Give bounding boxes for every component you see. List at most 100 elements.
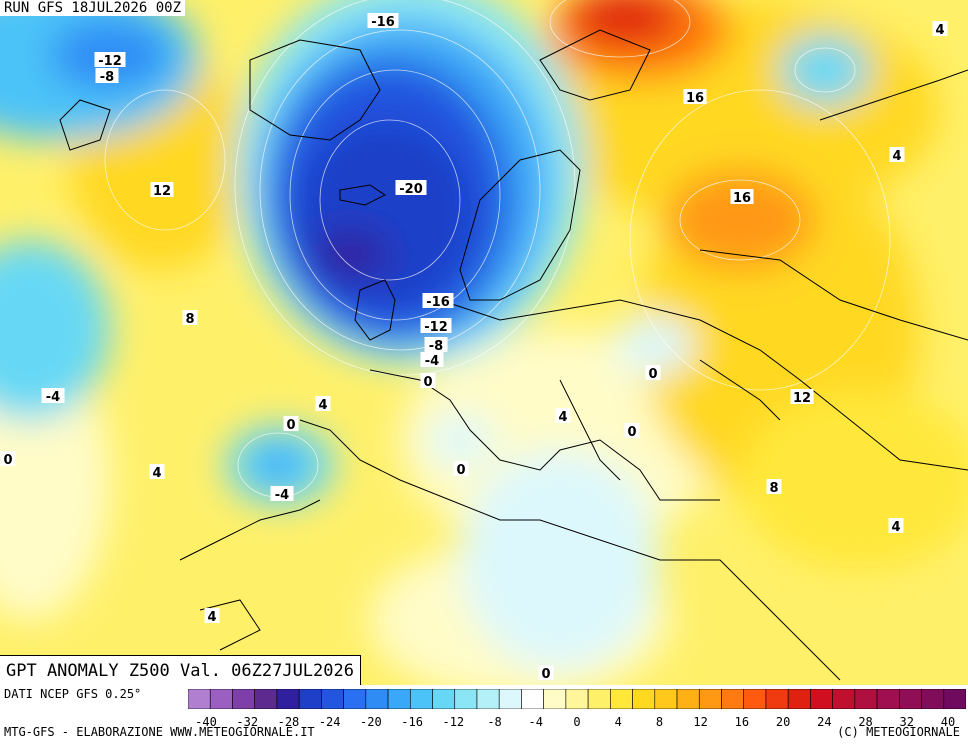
legend-swatch <box>343 688 367 710</box>
contour-label-bg <box>395 180 427 195</box>
contour-label-bg <box>150 182 174 197</box>
contour-label: -8 <box>100 70 114 85</box>
legend-swatch <box>276 688 300 710</box>
legend-tick-label: 16 <box>734 715 750 729</box>
legend-swatch <box>209 688 233 710</box>
legend-tick-label: -4 <box>528 715 543 729</box>
legend-swatch <box>854 688 878 710</box>
contour-label-bg <box>889 147 905 162</box>
contour-label-bg <box>95 68 119 83</box>
contour-label-bg <box>182 310 198 325</box>
legend-tick-label: -24 <box>318 715 341 729</box>
legend-tick-label: -28 <box>277 715 300 729</box>
legend-tick-label: 28 <box>858 715 873 729</box>
map-canvas <box>0 0 968 685</box>
legend-tick-label: 4 <box>614 715 622 729</box>
legend-swatch <box>432 688 456 710</box>
contour-label: 4 <box>318 398 327 413</box>
legend-swatch <box>454 688 478 710</box>
legend-swatch <box>187 688 211 710</box>
legend-ticks: -40 -32 -28 -24 -20 -16 -12 -8 -4 0 4 8 12 16 20 24 28 32… <box>188 713 966 729</box>
contour-label-bg <box>422 293 454 308</box>
contour-label-bg <box>888 518 904 533</box>
legend-tick-label: 32 <box>899 715 914 729</box>
contour-label: 4 <box>558 410 567 425</box>
contour-label: -4 <box>275 488 289 503</box>
legend-tick-label: -12 <box>442 715 465 729</box>
legend-swatch <box>632 688 656 710</box>
contour-label: 8 <box>185 312 194 327</box>
contour-label: 12 <box>793 391 811 406</box>
legend-swatch <box>610 688 633 710</box>
contour-label-bg <box>149 464 165 479</box>
contour-label: 4 <box>891 520 900 535</box>
legend-tick-label: -8 <box>487 715 502 729</box>
legend-swatch <box>943 688 967 710</box>
legend-swatch <box>521 688 544 710</box>
contour-label-bg <box>424 337 448 352</box>
legend-swatch <box>543 688 567 710</box>
legend-swatch <box>409 688 433 710</box>
contour-label: -16 <box>371 15 395 30</box>
contour-label: 0 <box>423 375 432 390</box>
legend-swatch <box>899 688 922 710</box>
contour-label: 4 <box>207 610 216 625</box>
contour-label: 4 <box>935 23 944 38</box>
anomaly-map: -16 -12 -8 12 -20 8 -16 -12 -8 -4 0 -4 4 0 0 4 -4 0 4 0 0 12 8… <box>0 0 968 685</box>
legend-swatch <box>498 688 522 710</box>
legend-swatch <box>232 688 255 710</box>
legend-tick-label: 20 <box>775 715 791 729</box>
contour-label: -20 <box>399 182 423 197</box>
contour-label: 12 <box>153 184 171 199</box>
contour-label: -16 <box>426 295 450 310</box>
legend-swatch <box>654 688 678 710</box>
legend-swatch <box>587 688 611 710</box>
contour-label-bg <box>420 352 444 367</box>
legend-swatch <box>698 688 722 710</box>
legend-swatch <box>810 688 833 710</box>
contour-label-bg <box>790 389 814 404</box>
contour-label-bg <box>94 52 126 67</box>
legend-tick-label: -40 <box>195 715 217 729</box>
contour-label: 0 <box>456 463 465 478</box>
contour-label: 16 <box>733 191 751 206</box>
contour-label-bg <box>766 479 782 494</box>
contour-label-bg <box>730 189 754 204</box>
legend-swatch <box>365 688 389 710</box>
legend-swatch <box>387 688 411 710</box>
legend-swatch <box>321 688 344 710</box>
contour-label: 4 <box>152 466 161 481</box>
contour-label-bg <box>283 416 299 431</box>
legend-swatch <box>676 688 700 710</box>
contour-label-bg <box>41 388 65 403</box>
contour-label: 8 <box>769 481 778 496</box>
legend-tick-label: -20 <box>360 715 382 729</box>
contour-label-layer: -16-12-812 -208-16-12-8-40-44004-40400128… <box>0 13 948 682</box>
contour-label-bg <box>315 396 331 411</box>
legend-swatch <box>565 688 589 710</box>
data-source: DATI NCEP GFS 0.25° <box>4 687 142 701</box>
contour-label-bg <box>645 365 661 380</box>
legend-swatch <box>254 688 278 710</box>
color-legend-bar <box>187 688 967 710</box>
legend-swatch <box>721 688 745 710</box>
contour-label-bg <box>538 665 554 680</box>
legend-swatch <box>743 688 767 710</box>
run-label: RUN GFS 18JUL2026 00Z <box>0 0 186 16</box>
legend-swatch <box>921 688 945 710</box>
color-legend: -40 -32 -28 -24 -20 -16 -12 -8 -4 0 4 8 12 16 20 24 28 32… <box>187 688 967 729</box>
coastlines <box>59 29 968 681</box>
contour-label: 0 <box>286 418 295 433</box>
footer: DATI NCEP GFS 0.25° -40 -32 -28 -24 -20 -16 -1… <box>0 685 968 745</box>
contour-label-bg <box>367 13 399 28</box>
legend-swatch <box>787 688 811 710</box>
contour-label: -12 <box>424 320 448 335</box>
contour-label: -4 <box>46 390 60 405</box>
legend-tick-label: 0 <box>573 715 581 729</box>
legend-swatch <box>476 688 500 710</box>
contour-label: -4 <box>425 354 439 369</box>
legend-tick-label: -16 <box>401 715 423 729</box>
contour-label-bg <box>683 89 707 104</box>
contour-label-bg <box>453 461 469 476</box>
contour-label: 4 <box>892 149 901 164</box>
